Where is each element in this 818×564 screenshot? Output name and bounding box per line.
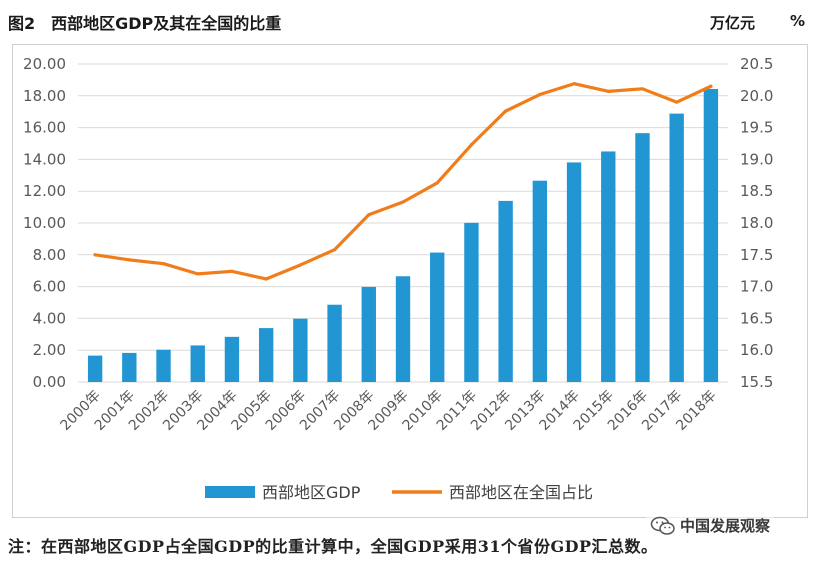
right-tick-label: 19.0 [740,150,773,168]
line-point [298,263,302,267]
left-tick-label: 14.00 [23,150,66,168]
bar [566,162,582,382]
bar [601,151,616,382]
bar [190,345,205,382]
wechat-icon [650,516,675,535]
right-tick-label: 20.0 [740,87,773,105]
right-tick-label: 16.5 [740,309,773,327]
bar [464,222,479,382]
bar [635,133,650,382]
bar [361,286,376,382]
right-tick-label: 18.5 [740,182,773,200]
line-point [401,200,405,204]
legend-swatch-bar [205,486,255,498]
left-tick-label: 18.00 [23,87,66,105]
line-point [606,89,610,93]
right-tick-label: 17.0 [740,278,773,296]
line-point [93,253,97,257]
line-point [504,109,508,113]
left-tick-label: 16.00 [23,119,66,137]
figure-number: 图2 [8,14,36,33]
bar [669,113,684,382]
line-point [675,100,679,104]
chart-frame [12,44,808,518]
bar [293,318,308,382]
bar [327,304,342,382]
left-tick-label: 2.00 [33,341,66,359]
footnote: 注：在西部地区GDP占全国GDP的比重计算中，全国GDP采用31个省份GDP汇总… [8,537,658,556]
right-tick-label: 18.0 [740,214,773,232]
bar [224,336,240,382]
line-point [367,213,371,217]
bar [498,200,513,382]
bar [156,349,171,382]
figure-title-text: 西部地区GDP及其在全国的比重 [51,14,282,33]
bar [395,276,411,382]
line-point [264,277,268,281]
watermark: 中国发展观察 [646,515,775,536]
series-line [93,82,713,281]
legend-label-line: 西部地区在全国占比 [449,483,593,502]
right-axis-unit: % [790,12,806,30]
line-point [572,82,576,86]
bar [122,352,137,382]
figure-title: 图2 西部地区GDP及其在全国的比重 [8,10,281,34]
bar [703,88,719,382]
line-point [332,248,337,252]
legend-label-bar: 西部地区GDP [262,483,361,502]
line-point [127,258,131,262]
line-point [230,269,234,273]
line-point [196,272,200,276]
line-point [435,181,439,185]
left-tick-label: 20.00 [23,55,66,73]
line-point [538,92,542,97]
line-point [161,262,166,266]
left-tick-label: 6.00 [33,278,66,296]
left-tick-label: 8.00 [33,246,66,264]
bar [87,355,103,382]
bar [430,252,445,382]
left-axis-unit: 万亿元 [710,14,756,32]
line-point [709,84,713,88]
left-tick-label: 4.00 [33,309,66,327]
left-tick-label: 0.00 [33,373,66,391]
left-tick-label: 10.00 [23,214,66,232]
right-tick-label: 19.5 [740,119,773,137]
left-tick-label: 12.00 [23,182,66,200]
line-point [640,87,645,91]
bar [532,180,548,382]
right-tick-label: 16.0 [740,341,773,359]
bar [258,328,274,382]
right-tick-label: 15.5 [740,373,773,391]
right-tick-label: 20.5 [740,55,773,73]
watermark-text: 中国发展观察 [680,517,771,535]
line-point [469,143,474,147]
right-tick-label: 17.5 [740,246,773,264]
